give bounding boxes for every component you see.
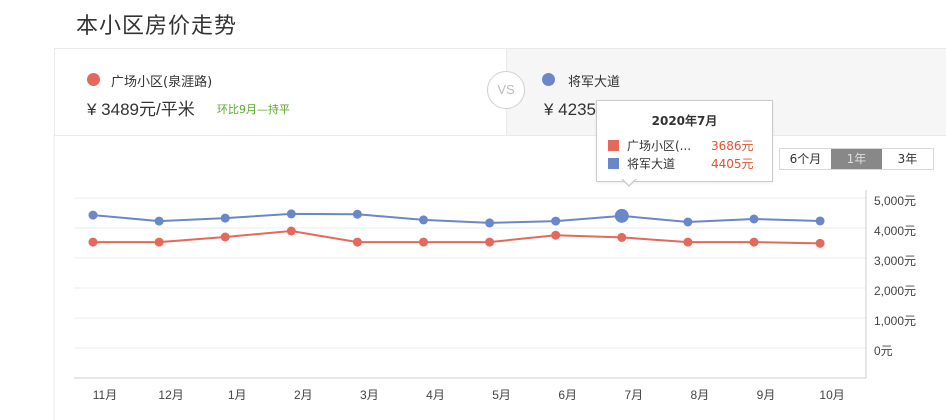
x-tick-label: 6月	[558, 388, 578, 402]
series-dot-left	[87, 73, 100, 86]
data-point[interactable]	[352, 237, 362, 247]
chart-gridlines	[74, 197, 866, 349]
chart-tooltip: 2020年7月 广场小区(... 3686元 将军大道 4405元	[596, 100, 773, 182]
y-tick-label: 3,000元	[874, 254, 917, 268]
y-tick-label: 1,000元	[874, 314, 917, 328]
chart-series	[88, 208, 825, 248]
x-tick-label: 9月	[756, 388, 776, 402]
data-point[interactable]	[485, 218, 495, 228]
time-range-selector: 6个月 1年 3年	[779, 148, 934, 170]
series-line	[93, 229, 821, 245]
series-line	[92, 212, 821, 224]
x-tick-label: 4月	[426, 388, 445, 402]
community-price-left: ¥ 3489元/平米	[87, 100, 195, 119]
community-name-left: 广场小区(泉涯路)	[111, 75, 213, 90]
tooltip-label: 将军大道	[627, 157, 676, 171]
x-tick-label: 7月	[624, 388, 644, 402]
tooltip-title: 2020年7月	[651, 114, 718, 128]
y-tick-label: 4,000元	[874, 224, 917, 238]
x-tick-label: 10月	[819, 388, 845, 402]
data-point[interactable]	[815, 216, 825, 226]
data-point[interactable]	[614, 208, 629, 223]
page-title: 本小区房价走势	[76, 14, 238, 39]
data-point[interactable]	[419, 237, 428, 247]
data-point[interactable]	[154, 216, 164, 226]
tooltip-label: 广场小区(...	[627, 139, 692, 153]
community-card-left: 广场小区(泉涯路) ¥ 3489元/平米 环比9月—持平	[55, 49, 505, 135]
data-point[interactable]	[286, 209, 296, 219]
range-1-year[interactable]: 1年	[831, 149, 882, 169]
data-point[interactable]	[551, 230, 561, 240]
x-tick-label: 2月	[293, 388, 313, 402]
data-point[interactable]	[749, 214, 759, 224]
data-point[interactable]	[551, 216, 561, 226]
series-dot-right	[542, 73, 555, 86]
data-point[interactable]	[88, 210, 98, 220]
community-trend-left: 环比9月—持平	[217, 103, 290, 116]
range-6-months[interactable]: 6个月	[789, 152, 822, 166]
vs-badge: VS	[487, 71, 525, 109]
data-point[interactable]	[617, 232, 627, 242]
x-tick-label: 1月	[227, 388, 247, 402]
data-point[interactable]	[815, 238, 825, 248]
range-3-years[interactable]: 3年	[897, 152, 918, 166]
tooltip-value: 3686元	[711, 139, 754, 153]
x-tick-label: 12月	[158, 388, 184, 402]
x-tick-label: 8月	[690, 388, 710, 402]
data-point[interactable]	[154, 237, 164, 247]
data-point[interactable]	[683, 237, 693, 247]
tooltip-swatch	[608, 158, 619, 169]
data-point[interactable]	[220, 232, 230, 242]
y-tick-label: 5,000元	[874, 194, 917, 208]
tooltip-value: 4405元	[711, 157, 754, 171]
x-tick-label: 5月	[492, 388, 511, 402]
tooltip-arrow-fill	[622, 178, 636, 185]
x-tick-label: 11月	[92, 388, 118, 402]
data-point[interactable]	[485, 237, 495, 247]
data-point[interactable]	[419, 215, 428, 225]
data-point[interactable]	[88, 237, 98, 247]
x-tick-label: 3月	[360, 388, 379, 402]
data-point[interactable]	[352, 209, 362, 219]
y-tick-label: 2,000元	[874, 284, 917, 298]
data-point[interactable]	[683, 217, 693, 227]
data-point[interactable]	[220, 213, 230, 223]
tooltip-swatch	[608, 140, 619, 151]
data-point[interactable]	[749, 237, 759, 247]
y-tick-label: 0元	[874, 344, 893, 358]
data-point[interactable]	[286, 226, 296, 236]
community-name-right: 将军大道	[568, 75, 621, 90]
